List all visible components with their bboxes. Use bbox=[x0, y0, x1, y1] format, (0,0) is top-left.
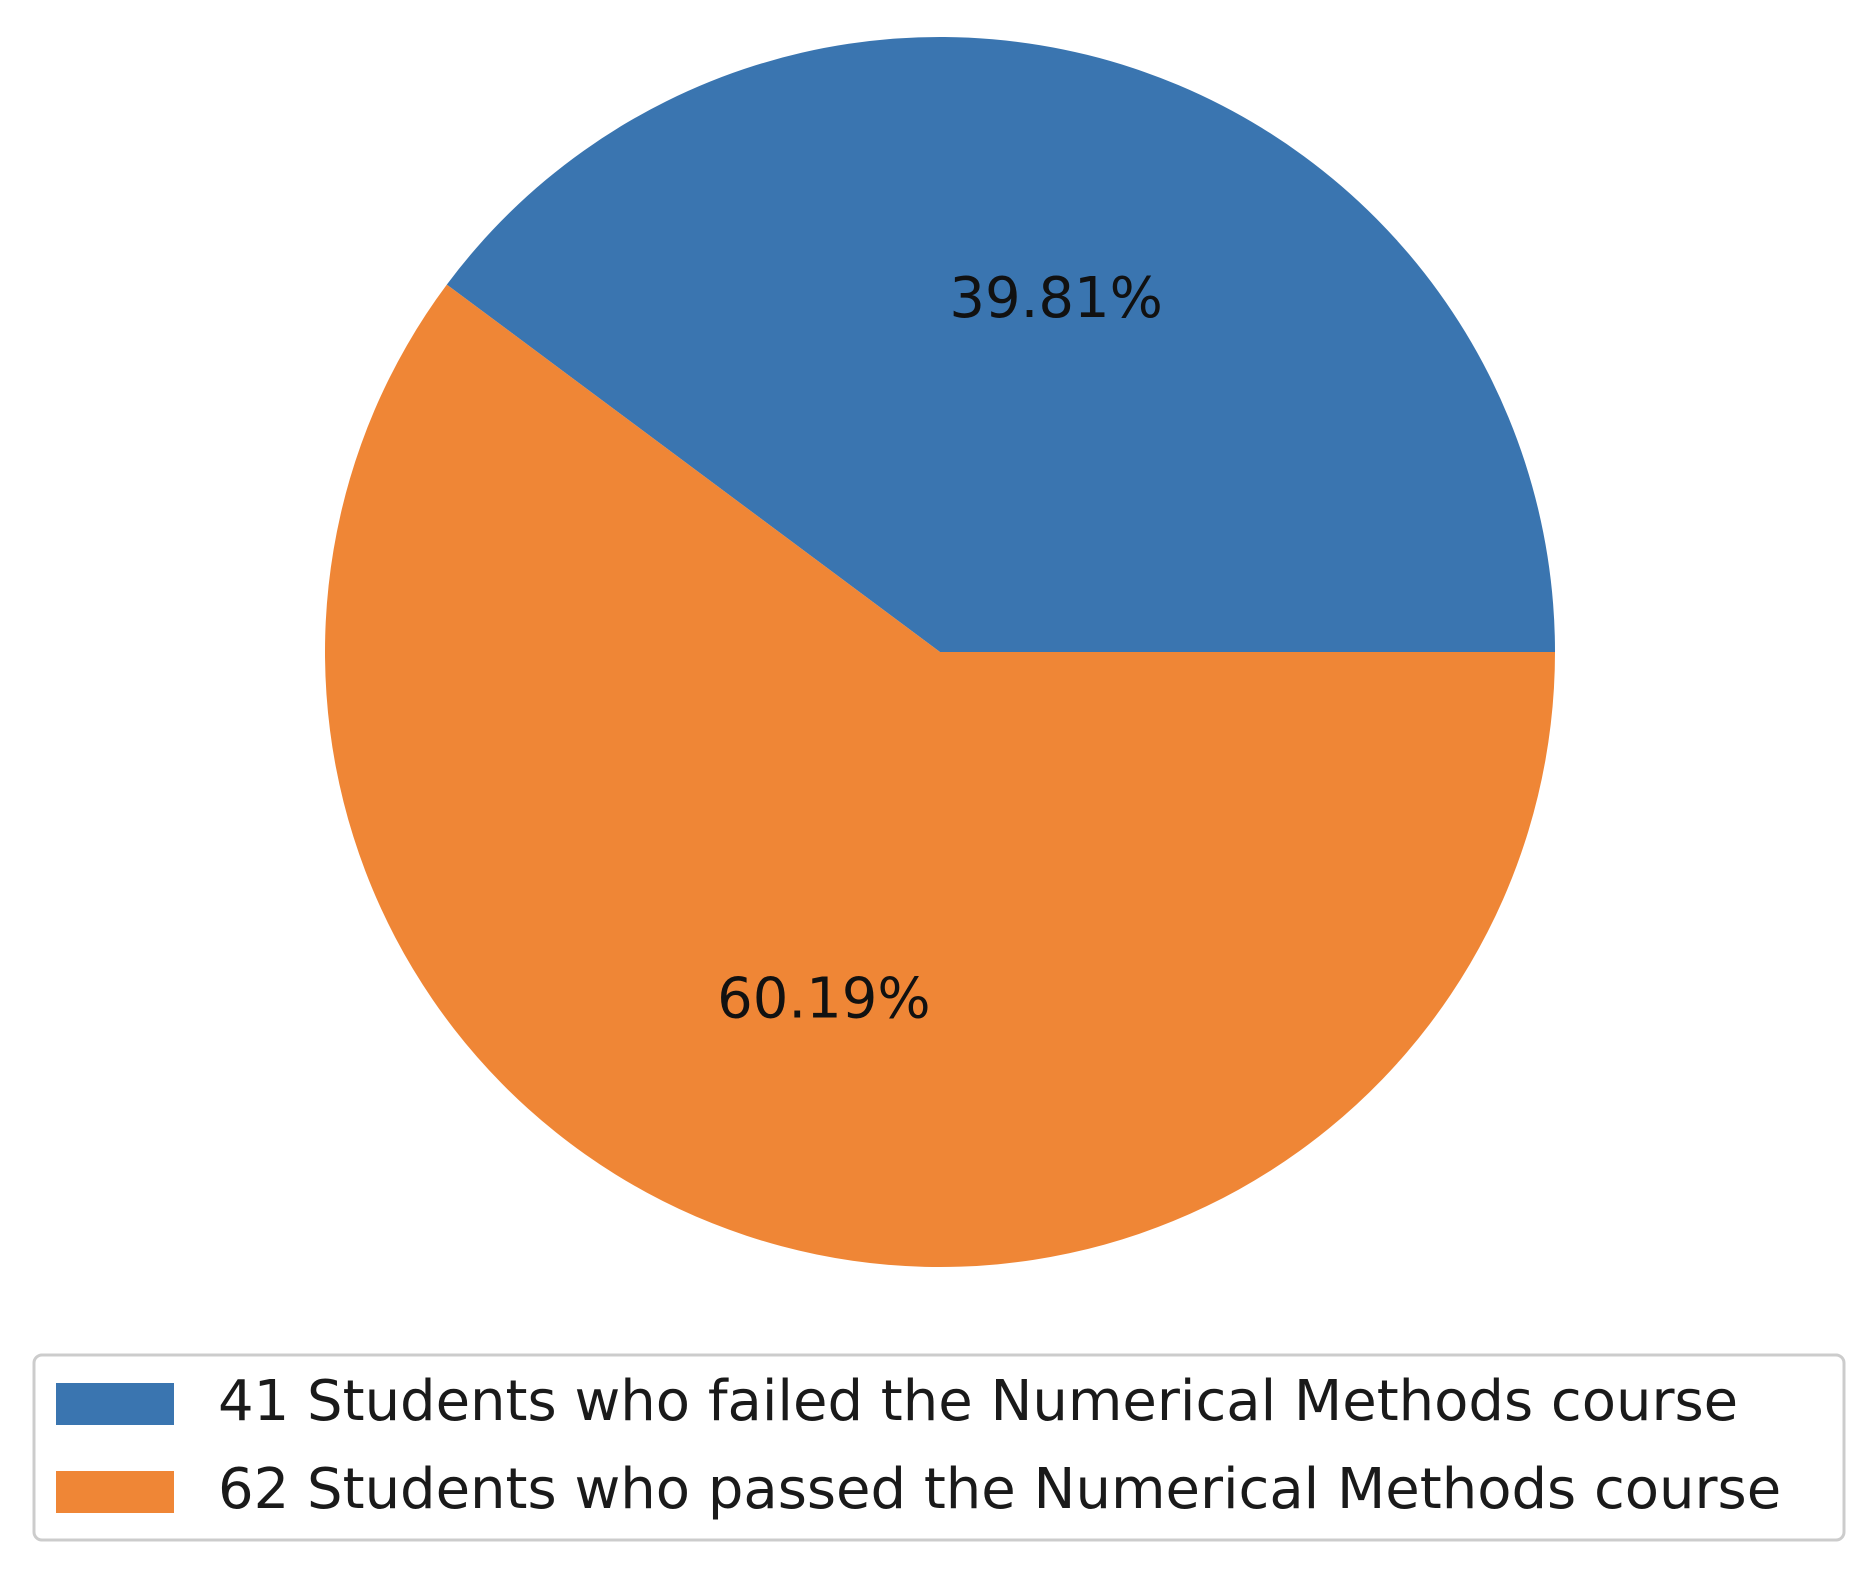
legend-swatch-2 bbox=[56, 1471, 174, 1513]
legend-frame bbox=[32, 1353, 1846, 1542]
pie-slice-2 bbox=[324, 284, 1555, 1267]
pie-slices bbox=[324, 36, 1555, 1267]
legend-label-1: 41 Students who failed the Numerical Met… bbox=[218, 1369, 1738, 1434]
pie-slice-1-percent-label: 39.81% bbox=[949, 266, 1163, 331]
legend: 41 Students who failed the Numerical Met… bbox=[32, 1353, 1846, 1542]
legend-label-2: 62 Students who passed the Numerical Met… bbox=[218, 1457, 1781, 1522]
legend-swatch-1 bbox=[56, 1383, 174, 1425]
pie-slice-2-percent-label: 60.19% bbox=[717, 966, 931, 1031]
pie-slice-1 bbox=[446, 36, 1555, 653]
pie-percentage-labels: 39.81% 60.19% bbox=[717, 266, 1163, 1032]
